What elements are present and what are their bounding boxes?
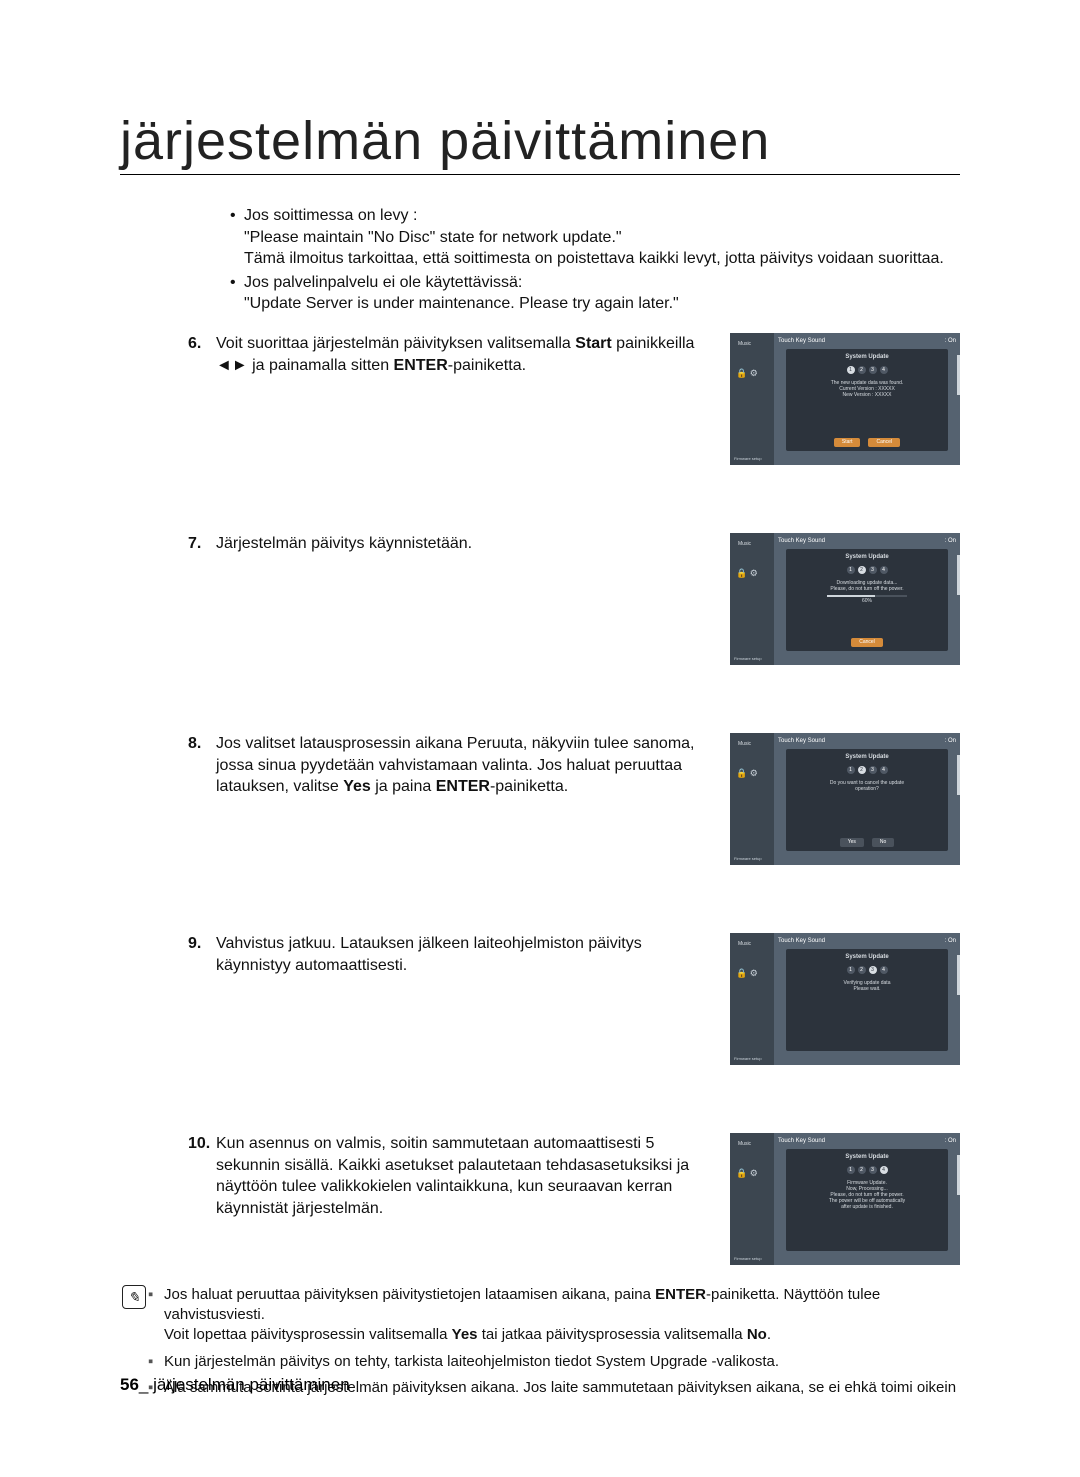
screenshot-right-panel: Touch Key Sound: OnSystem Update1234Do y… <box>774 733 960 865</box>
bullet-text: Jos soittimessa on levy :"Please maintai… <box>244 205 960 270</box>
step-row: 9.Vahvistus jatkuu. Latauksen jälkeen la… <box>188 933 960 1065</box>
ui-screenshot: Music🔒 ⚙Firmware setupTouch Key Sound: O… <box>730 933 960 1065</box>
step-row: 10.Kun asennus on valmis, soitin sammute… <box>188 1133 960 1265</box>
ui-screenshot: Music🔒 ⚙Firmware setupTouch Key Sound: O… <box>730 1133 960 1265</box>
screenshot-right-panel: Touch Key Sound: OnSystem Update1234Veri… <box>774 933 960 1065</box>
pencil-icon: ✎ <box>122 1285 146 1309</box>
step-row: 8.Jos valitset latausprosessin aikana Pe… <box>188 733 960 865</box>
page-footer: 56_ järjestelmän päivittäminen <box>120 1375 350 1395</box>
screenshot-left-panel: Music🔒 ⚙Firmware setup <box>730 533 774 665</box>
ui-screenshot: Music🔒 ⚙Firmware setupTouch Key Sound: O… <box>730 533 960 665</box>
screenshot-left-panel: Music🔒 ⚙Firmware setup <box>730 1133 774 1265</box>
page: järjestelmän päivittäminen •Jos soittime… <box>0 0 1080 1477</box>
screenshot-right-panel: Touch Key Sound: OnSystem Update1234Firm… <box>774 1133 960 1265</box>
note-item: ▪Jos haluat peruuttaa päivityksen päivit… <box>148 1285 960 1346</box>
bullet-marker: • <box>230 272 244 315</box>
screenshot-modal: System Update1234Downloading update data… <box>786 549 948 651</box>
screenshot-right-panel: Touch Key Sound: OnSystem Update1234Down… <box>774 533 960 665</box>
step-text: 9.Vahvistus jatkuu. Latauksen jälkeen la… <box>188 933 710 976</box>
step-text: 6.Voit suorittaa järjestelmän päivitykse… <box>188 333 710 376</box>
bullet-marker: • <box>230 205 244 270</box>
screenshot-modal: System Update1234Do you want to cancel t… <box>786 749 948 851</box>
screenshot-modal: System Update1234Firmware Update. Now, P… <box>786 1149 948 1251</box>
bullet-text: Jos palvelinpalvelu ei ole käytettävissä… <box>244 272 960 315</box>
ui-screenshot: Music🔒 ⚙Firmware setupTouch Key Sound: O… <box>730 333 960 465</box>
step-text: 7.Järjestelmän päivitys käynnistetään. <box>188 533 710 555</box>
lock-gear-icon: 🔒 ⚙ <box>736 967 758 979</box>
step-row: 6.Voit suorittaa järjestelmän päivitykse… <box>188 333 960 465</box>
lock-gear-icon: 🔒 ⚙ <box>736 1167 758 1179</box>
ui-screenshot: Music🔒 ⚙Firmware setupTouch Key Sound: O… <box>730 733 960 865</box>
lock-gear-icon: 🔒 ⚙ <box>736 567 758 579</box>
screenshot-right-panel: Touch Key Sound: OnSystem Update1234The … <box>774 333 960 465</box>
lock-gear-icon: 🔒 ⚙ <box>736 367 758 379</box>
step-row: 7.Järjestelmän päivitys käynnistetään. Mu… <box>188 533 960 665</box>
error-messages-block: •Jos soittimessa on levy :"Please mainta… <box>230 205 960 315</box>
content: •Jos soittimessa on levy :"Please mainta… <box>120 205 960 1404</box>
screenshot-left-panel: Music🔒 ⚙Firmware setup <box>730 733 774 865</box>
page-title: järjestelmän päivittäminen <box>120 110 960 175</box>
footer-text: järjestelmän päivittäminen <box>153 1375 350 1394</box>
screenshot-modal: System Update1234Verifying update data P… <box>786 949 948 1051</box>
step-text: 10.Kun asennus on valmis, soitin sammute… <box>188 1133 710 1219</box>
screenshot-left-panel: Music🔒 ⚙Firmware setup <box>730 933 774 1065</box>
footer-sep: _ <box>139 1375 153 1394</box>
screenshot-left-panel: Music🔒 ⚙Firmware setup <box>730 333 774 465</box>
page-number: 56 <box>120 1375 139 1394</box>
step-text: 8.Jos valitset latausprosessin aikana Pe… <box>188 733 710 798</box>
note-item: ▪Kun järjestelmän päivitys on tehty, tar… <box>148 1352 960 1372</box>
screenshot-modal: System Update1234The new update data was… <box>786 349 948 451</box>
lock-gear-icon: 🔒 ⚙ <box>736 767 758 779</box>
